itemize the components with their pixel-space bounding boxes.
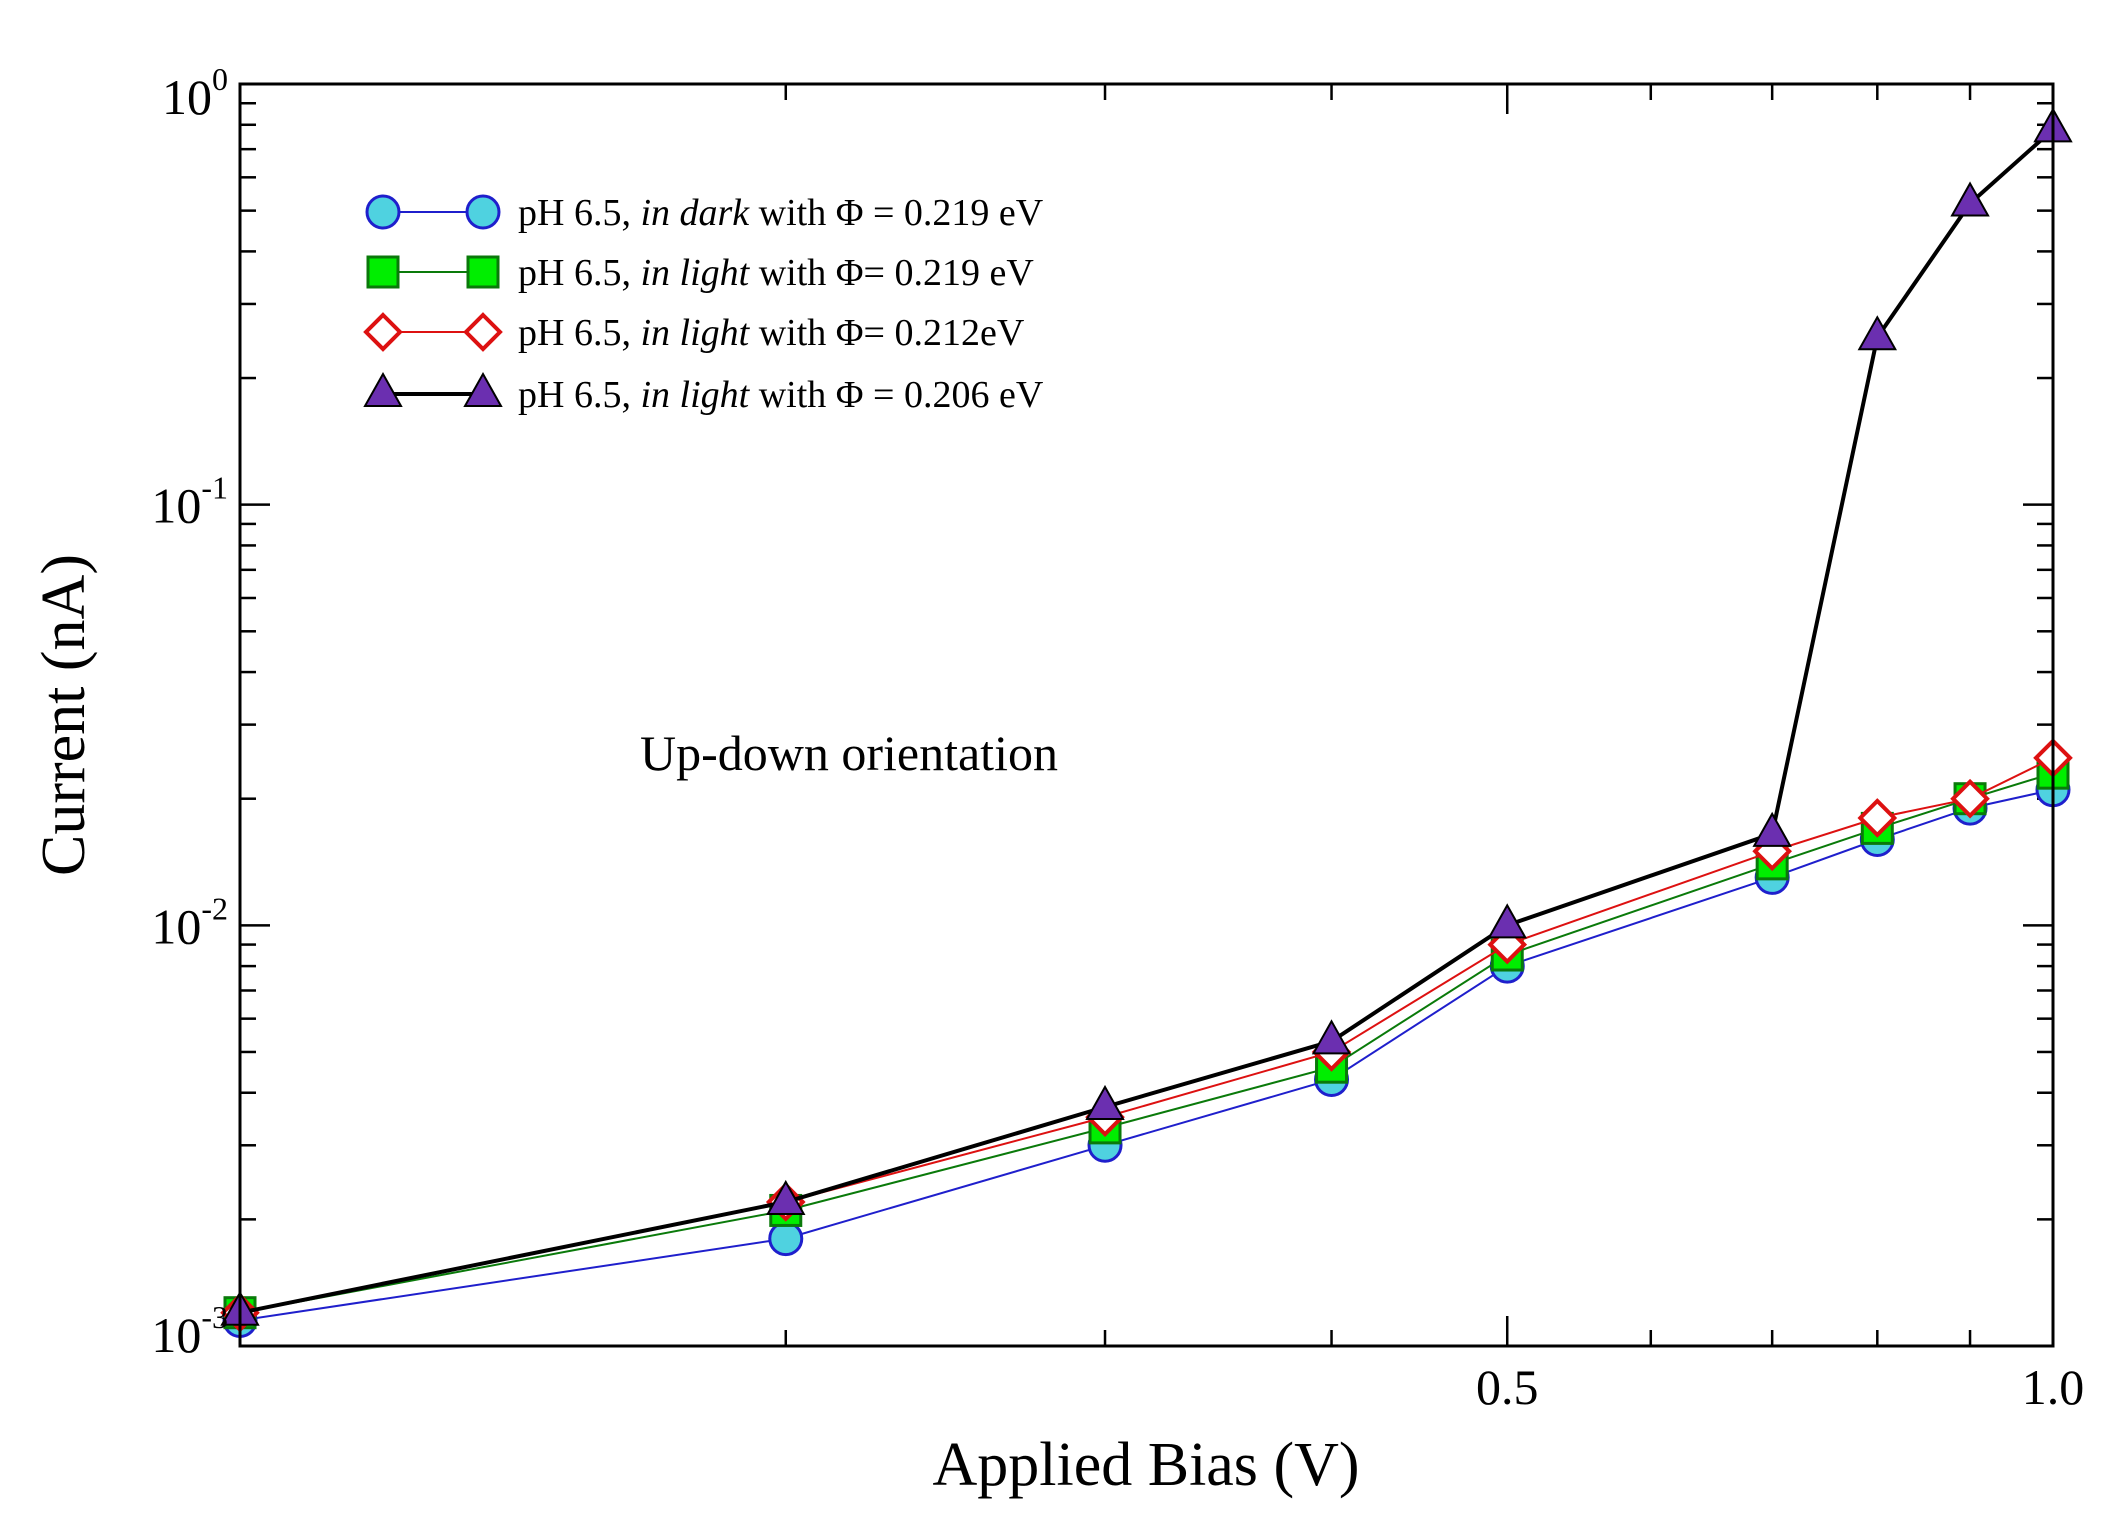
orientation-annotation: Up-down orientation: [640, 725, 1058, 781]
y-tick-labels: 10-3 10-2 10-1 100: [151, 61, 228, 1363]
legend-entry: pH 6.5, in dark with Φ = 0.219 eV: [365, 192, 1044, 234]
x-tick-label: 0.5: [1476, 1359, 1539, 1415]
y-axis-title: Current (nA): [30, 554, 98, 876]
series-square: [223, 756, 2070, 1330]
x-tick-label: 1.0: [2022, 1359, 2085, 1415]
data-point-triangle: [1950, 181, 1990, 217]
legend-entry: pH 6.5, in light with Φ= 0.219 eV: [366, 252, 1034, 294]
data-point-diamond: [1950, 778, 1990, 819]
legend-label: pH 6.5, in light with Φ= 0.219 eV: [518, 252, 1034, 294]
legend-marker-start: [366, 255, 400, 289]
data-point-triangle: [1857, 315, 1898, 351]
legend-marker-start: [365, 194, 401, 230]
series-layer: [220, 107, 2073, 1338]
data-point-triangle: [766, 1179, 806, 1215]
major-ticks: [240, 82, 2053, 1348]
data-point-triangle: [1752, 811, 1792, 847]
legend-entry: pH 6.5, in light with Φ = 0.206 eV: [363, 371, 1044, 416]
data-point-diamond: [1857, 798, 1898, 838]
legend-label: pH 6.5, in dark with Φ = 0.219 eV: [518, 192, 1044, 234]
minor-ticks: [240, 84, 2053, 1346]
x-tick-labels: 0.5 1.0: [1476, 1359, 2084, 1415]
series-line-triangle: [239, 127, 2055, 1315]
series-diamond: [220, 738, 2073, 1333]
legend-marker-start: [363, 371, 403, 407]
x-axis-title: Applied Bias (V): [932, 1431, 1359, 1499]
data-point-triangle: [1311, 1019, 1352, 1055]
series-circle: [222, 772, 2071, 1338]
legend-marker-end: [466, 255, 500, 289]
legend-marker-end: [463, 371, 503, 407]
y-tick-label: 10-3: [151, 1299, 228, 1363]
y-tick-label: 10-2: [151, 890, 228, 954]
legend-marker-end: [465, 194, 501, 230]
data-point-circle: [768, 1221, 804, 1257]
legend-marker-start: [363, 312, 403, 352]
legend-label: pH 6.5, in light with Φ = 0.206 eV: [518, 374, 1044, 416]
legend: pH 6.5, in dark with Φ = 0.219 eV pH 6.5,…: [363, 192, 1044, 416]
plot-frame: [238, 82, 2055, 1348]
series-triangle: [220, 107, 2073, 1326]
data-point-triangle: [1085, 1084, 1125, 1120]
y-tick-label: 10-1: [151, 470, 228, 534]
y-tick-label: 100: [162, 61, 228, 125]
data-point-triangle: [1487, 903, 1527, 939]
legend-label: pH 6.5, in light with Φ= 0.212eV: [518, 312, 1025, 354]
legend-marker-end: [463, 312, 503, 352]
legend-entry: pH 6.5, in light with Φ= 0.212eV: [363, 312, 1025, 354]
